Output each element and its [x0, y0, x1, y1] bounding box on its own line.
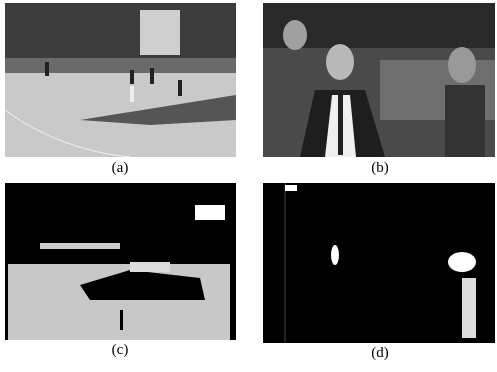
panel-label: (b) [371, 160, 389, 176]
panel-d-image [263, 183, 495, 343]
panel-label: (c) [112, 342, 129, 358]
panel-c-image [5, 183, 236, 340]
panel-label: (d) [371, 345, 389, 361]
panel-label: (a) [112, 160, 129, 176]
panel-a-image [4, 3, 236, 158]
panel-b-image [263, 3, 495, 157]
